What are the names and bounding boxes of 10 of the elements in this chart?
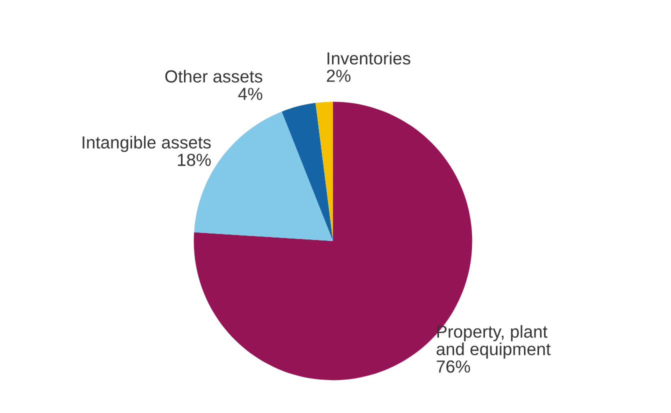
slice-label: Intangible assets <box>82 136 211 152</box>
slice-label: Property, plant and equipment <box>436 325 551 359</box>
data-label: 18% <box>178 154 211 166</box>
data-label: 2% <box>326 70 350 82</box>
slice-label: Other assets <box>165 70 262 83</box>
data-label: 4% <box>238 88 262 100</box>
slice-label: Inventories <box>328 52 410 65</box>
data-label: 76% <box>436 360 470 373</box>
pie-slice <box>282 102 333 241</box>
pie-slice <box>316 102 333 241</box>
